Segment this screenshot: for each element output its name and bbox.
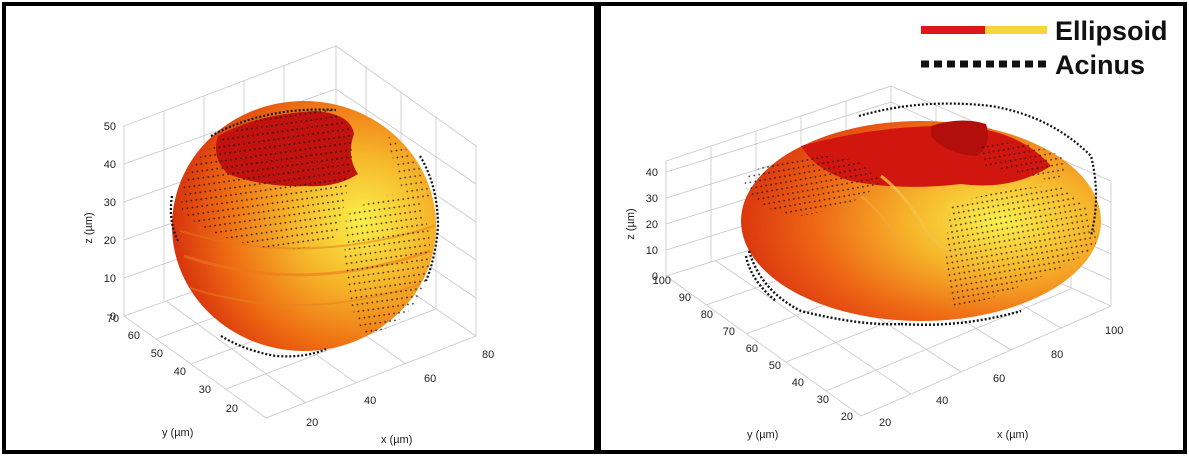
right-y-tick-60: 60 [746,343,758,355]
left-y-tick-50: 50 [151,348,163,360]
right-x-tick-60: 60 [993,373,1005,385]
left-panel: 0 10 20 30 40 50 z (µm) 20 30 40 50 60 7… [2,2,598,454]
right-z-ticks: 0 10 20 30 40 [646,167,658,283]
left-y-tick-30: 30 [199,384,211,396]
right-x-tick-20: 20 [879,417,891,429]
left-acinus-dots [169,107,440,358]
left-x-tick-40: 40 [364,395,376,407]
left-y-tick-70: 70 [107,313,119,325]
left-z-tick-30: 30 [104,197,116,209]
right-panel: Ellipsoid Acinus 0 10 20 30 40 z (µm) 20… [597,2,1187,454]
left-y-ticks: 20 30 40 50 60 70 [107,313,238,415]
left-z-tick-40: 40 [104,159,116,171]
left-x-label: x (µm) [381,434,412,446]
legend-ellipsoid-label: Ellipsoid [1055,16,1168,46]
right-y-tick-80: 80 [701,309,713,321]
left-y-tick-40: 40 [174,366,186,378]
right-x-tick-80: 80 [1051,349,1063,361]
left-y-tick-20: 20 [226,403,238,415]
left-z-tick-10: 10 [104,273,116,285]
left-x-ticks: 20 40 60 80 [306,349,494,429]
right-x-tick-40: 40 [936,395,948,407]
left-x-tick-60: 60 [424,373,436,385]
right-x-ticks: 20 40 60 80 100 [879,325,1123,429]
left-z-tick-50: 50 [104,121,116,133]
right-plot: Ellipsoid Acinus 0 10 20 30 40 z (µm) 20… [625,16,1168,441]
legend: Ellipsoid Acinus [921,16,1168,80]
right-z-tick-10: 10 [646,245,658,257]
legend-acinus-label: Acinus [1055,50,1145,80]
right-z-tick-30: 30 [646,193,658,205]
right-z-label: z (µm) [625,208,637,239]
left-plot: 0 10 20 30 40 50 z (µm) 20 30 40 50 60 7… [83,45,494,446]
left-y-label: y (µm) [162,427,193,439]
right-y-tick-30: 30 [817,394,829,406]
left-z-tick-20: 20 [104,235,116,247]
right-y-ticks: 20 30 40 50 60 70 80 90 100 [653,275,853,423]
right-acinus-dots [744,102,1098,326]
left-x-tick-20: 20 [306,417,318,429]
left-z-label: z (µm) [83,212,95,243]
right-y-tick-50: 50 [769,360,781,372]
right-z-tick-20: 20 [646,219,658,231]
right-x-label: x (µm) [997,429,1028,441]
right-x-tick-100: 100 [1105,325,1123,337]
right-y-tick-100: 100 [653,275,671,287]
right-y-tick-90: 90 [679,292,691,304]
left-x-tick-80: 80 [482,349,494,361]
right-z-tick-40: 40 [646,167,658,179]
right-y-tick-40: 40 [792,377,804,389]
right-y-label: y (µm) [747,429,778,441]
left-z-ticks: 0 10 20 30 40 50 [104,121,116,323]
left-z-tick-0: 0 [110,311,116,323]
right-z-tick-0: 0 [652,271,658,283]
left-y-tick-60: 60 [128,330,140,342]
right-y-tick-70: 70 [723,326,735,338]
right-y-tick-20: 20 [841,411,853,423]
